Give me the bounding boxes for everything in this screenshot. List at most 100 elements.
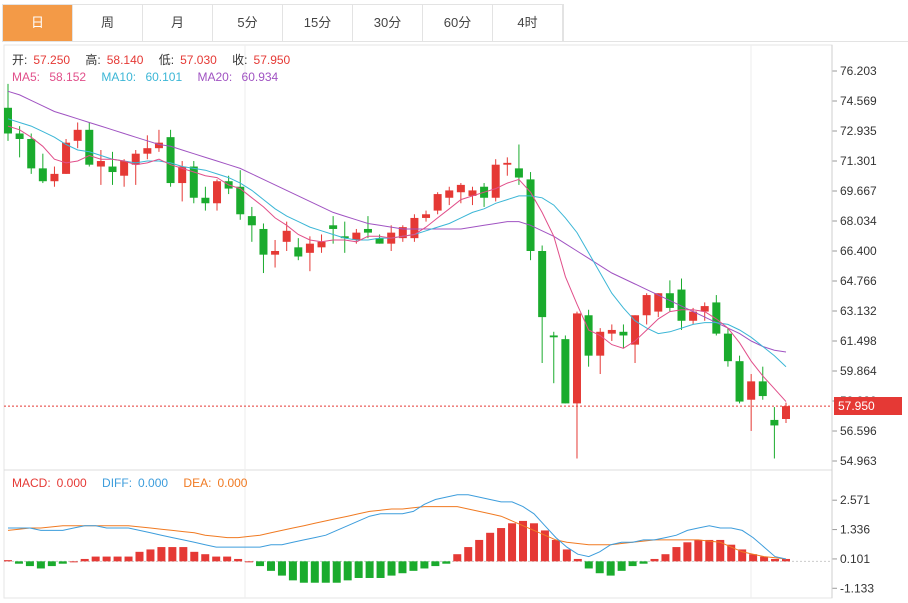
- candle-body: [201, 197, 210, 204]
- candle: [491, 159, 500, 202]
- dea-line: [7, 506, 787, 560]
- grid-lines: [3, 44, 833, 599]
- candle-body: [85, 129, 94, 165]
- ma10-line: [7, 118, 787, 368]
- candle: [178, 161, 187, 202]
- candle: [15, 126, 24, 158]
- candle: [27, 133, 36, 174]
- candle: [607, 324, 616, 341]
- tab-month[interactable]: 月: [143, 5, 213, 41]
- macd-bar: [573, 558, 582, 562]
- macd-bar: [464, 547, 473, 562]
- macd-bar: [310, 561, 319, 583]
- low-value: 57.030: [180, 53, 217, 67]
- candle: [38, 153, 47, 184]
- macd-tick-label: 1.336: [840, 523, 870, 537]
- macd-bar: [694, 539, 703, 562]
- candle: [665, 280, 674, 312]
- macd-bar: [716, 539, 725, 562]
- macd-bar: [80, 558, 89, 562]
- macd-bar: [234, 558, 243, 562]
- candle-body: [619, 331, 628, 336]
- macd-bar: [201, 554, 210, 562]
- candle-body: [271, 250, 280, 255]
- candle: [572, 311, 581, 459]
- ma-lines: [7, 90, 787, 402]
- macd-bar: [519, 520, 528, 562]
- candle-body: [329, 225, 338, 229]
- candle: [201, 186, 210, 211]
- tab-week[interactable]: 周: [73, 5, 143, 41]
- macd-bar: [738, 549, 747, 562]
- candles: [4, 83, 790, 459]
- macd-bar: [266, 561, 275, 571]
- candle: [213, 179, 222, 211]
- tab-60min[interactable]: 60分: [423, 5, 493, 41]
- candle: [619, 324, 628, 349]
- ma20-line: [7, 90, 787, 353]
- candle-body: [538, 250, 547, 318]
- candle: [166, 129, 175, 187]
- candle: [526, 172, 535, 261]
- macd-bar: [4, 560, 12, 562]
- macd-readout: MACD: 0.000 DIFF: 0.000 DEA: 0.000: [12, 476, 248, 490]
- macd-bar: [124, 556, 133, 562]
- macd-tick-label: 0.101: [840, 552, 870, 566]
- price-tick-label: 71.301: [840, 154, 877, 168]
- macd-bar: [727, 544, 736, 562]
- candle-body: [398, 227, 407, 239]
- candle: [422, 210, 431, 222]
- candle: [294, 238, 303, 261]
- diff-line: [8, 494, 787, 560]
- candle-body: [131, 153, 140, 165]
- price-tick-label: 63.132: [840, 304, 877, 318]
- candle: [282, 221, 291, 251]
- macd-bar: [431, 561, 440, 567]
- candle-body: [514, 168, 523, 178]
- macd-value: 0.000: [56, 476, 87, 490]
- candle-body: [631, 315, 640, 345]
- candle: [329, 216, 338, 244]
- candle-body: [50, 173, 59, 182]
- candle-body: [166, 137, 175, 184]
- tab-30min[interactable]: 30分: [353, 5, 423, 41]
- macd-bar: [442, 561, 451, 564]
- candle-body: [700, 306, 709, 312]
- candle-body: [572, 313, 581, 404]
- macd-bar: [212, 556, 221, 562]
- tab-day[interactable]: 日: [3, 5, 73, 41]
- macd-bar: [584, 561, 593, 569]
- tab-5min[interactable]: 5分: [213, 5, 283, 41]
- macd-bar: [782, 558, 790, 562]
- candle: [4, 83, 12, 141]
- candle-body: [584, 315, 593, 356]
- price-tick-label: 64.766: [840, 274, 877, 288]
- candle: [247, 206, 256, 242]
- macd-bar: [135, 551, 144, 562]
- tab-15min[interactable]: 15分: [283, 5, 353, 41]
- macd-bar: [705, 539, 714, 562]
- macd-bar: [606, 561, 615, 576]
- macd-bar: [628, 561, 637, 567]
- candle-body: [236, 186, 245, 215]
- candle: [677, 278, 686, 330]
- candle-body: [456, 184, 465, 193]
- candle: [398, 225, 407, 242]
- candle: [561, 335, 570, 404]
- price-tick-label: 69.667: [840, 184, 877, 198]
- price-tick-label: 76.203: [840, 64, 877, 78]
- candle: [538, 245, 547, 364]
- macd-bar: [749, 554, 758, 562]
- macd-bar: [420, 561, 429, 569]
- macd-bar: [102, 556, 111, 562]
- tab-4hour[interactable]: 4时: [493, 5, 563, 41]
- open-value: 57.250: [33, 53, 71, 67]
- candle: [549, 331, 558, 384]
- candle: [50, 166, 59, 187]
- candle-body: [62, 142, 71, 174]
- candle-body: [305, 243, 314, 253]
- candle: [631, 315, 640, 364]
- macd-bar: [332, 561, 341, 583]
- macd-bar: [223, 556, 232, 562]
